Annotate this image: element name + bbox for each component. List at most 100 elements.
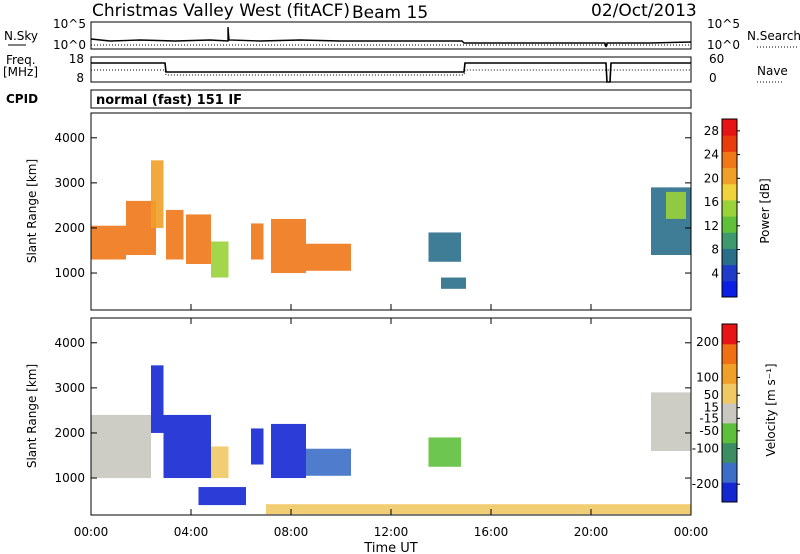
- colorbar-tick-label: 100: [696, 370, 719, 384]
- x-tick-label: 08:00: [274, 525, 309, 539]
- heatmap-cell: [166, 209, 184, 260]
- colorbar-tick-label: -200: [692, 477, 719, 491]
- freq-left-label-2: [MHz]: [3, 65, 38, 79]
- freq-right-tick-top: 60: [709, 52, 724, 66]
- colorbar-swatch: [722, 199, 737, 217]
- heatmap-cell: [91, 414, 151, 479]
- time-axis-label: Time UT: [363, 541, 417, 554]
- power-panel: Slant Range [km] 1000 2000 3000 4000 4 8 12 16…: [25, 112, 772, 311]
- heatmap-cell: [271, 218, 306, 274]
- noise-left-label: N.Sky: [4, 29, 38, 43]
- colorbar-tick-label: 16: [704, 195, 719, 209]
- freq-panel: Freq. [MHz] 18 8 60 0 Nave: [3, 52, 788, 85]
- heatmap-cell: [651, 392, 691, 451]
- heatmap-cell: [266, 504, 691, 515]
- colorbar-swatch: [722, 151, 737, 169]
- colorbar-swatch: [722, 482, 737, 503]
- cpid-label: CPID: [6, 92, 38, 106]
- x-tick-label: 00:00: [674, 525, 709, 539]
- power-colorbar-label: Power [dB]: [758, 178, 772, 243]
- heatmap-cell: [91, 225, 126, 260]
- y-tick-label: 2000: [54, 221, 85, 235]
- y-tick-label: 3000: [54, 176, 85, 190]
- power-colorbar: 4 8 12 16 20 24 28: [704, 118, 740, 298]
- colorbar-swatch: [722, 280, 737, 298]
- freq-left-tick-bottom: 8: [76, 71, 84, 85]
- y-tick-label: 4000: [54, 336, 85, 350]
- power-y-ticks: 1000 2000 3000 4000: [54, 131, 691, 280]
- colorbar-swatch: [722, 442, 737, 463]
- velocity-ylabel: Slant Range [km]: [25, 364, 39, 468]
- power-ylabel: Slant Range [km]: [25, 159, 39, 263]
- colorbar-frame: [721, 118, 738, 298]
- noise-right-tick-top: 10^5: [707, 17, 740, 31]
- freq-trace: [91, 62, 691, 83]
- colorbar-swatch: [722, 343, 737, 365]
- heatmap-cell: [441, 277, 466, 289]
- x-tick-label: 00:00: [74, 525, 109, 539]
- colorbar-tick-label: 28: [704, 124, 719, 138]
- heatmap-cell: [151, 365, 164, 433]
- colorbar-tick-label: 24: [704, 148, 719, 162]
- colorbar-tick-label: 15: [704, 401, 719, 415]
- freq-left-tick-top: 18: [69, 52, 84, 66]
- heatmap-cell: [271, 423, 306, 479]
- noise-panel-frame: [90, 21, 692, 50]
- heatmap-cell: [251, 428, 264, 465]
- colorbar-swatch: [722, 119, 737, 136]
- y-tick-label: 1000: [54, 266, 85, 280]
- heatmap-cell: [198, 487, 246, 506]
- y-tick-label: 3000: [54, 381, 85, 395]
- colorbar-tick-label: 4: [711, 266, 719, 280]
- noise-panel: N.Sky 10^5 10^0 10^5 10^0 N.Search: [4, 17, 800, 52]
- heatmap-cell: [211, 241, 229, 278]
- heatmap-cell: [251, 223, 264, 260]
- colorbar-tick-label: 200: [696, 335, 719, 349]
- station-title: Christmas Valley West (fitACF): [92, 1, 350, 21]
- colorbar-swatch: [722, 403, 737, 424]
- colorbar-swatch: [722, 462, 737, 483]
- noise-right-tick-bottom: 10^0: [707, 38, 740, 52]
- colorbar-swatch: [722, 264, 737, 282]
- colorbar-swatch: [722, 363, 737, 384]
- date-label: 02/Oct/2013: [591, 1, 697, 21]
- heatmap-cell: [211, 446, 229, 479]
- x-tick-label: 04:00: [174, 525, 209, 539]
- colorbar-swatch: [722, 324, 737, 345]
- heatmap-cell: [151, 160, 164, 228]
- colorbar-swatch: [722, 135, 737, 152]
- cpid-panel-frame: [90, 89, 692, 109]
- x-tick-label: 16:00: [474, 525, 509, 539]
- noise-left-tick-top: 10^5: [53, 17, 86, 31]
- colorbar-swatch: [722, 167, 737, 185]
- freq-left-label-1: Freq.: [6, 53, 36, 67]
- y-tick-label: 4000: [54, 131, 85, 145]
- time-axis: 00:00 04:00 08:00 12:00 16:00 20:00 00:00: [74, 304, 709, 539]
- heatmap-cell: [186, 214, 211, 265]
- velocity-colorbar-label: Velocity [m s⁻¹]: [764, 363, 778, 456]
- cpid-value: normal (fast) 151 IF: [96, 93, 242, 108]
- cpid-panel: CPID normal (fast) 151 IF: [6, 89, 692, 109]
- colorbar-swatch: [722, 232, 737, 249]
- colorbar-swatch: [722, 248, 737, 266]
- heatmap-cell: [428, 437, 461, 467]
- heatmap-cell: [306, 448, 351, 476]
- x-tick-label: 20:00: [574, 525, 609, 539]
- x-tick-label: 12:00: [374, 525, 409, 539]
- colorbar-frame: [721, 323, 738, 503]
- freq-right-tick-bottom: 0: [709, 71, 717, 85]
- power-data-layer: [91, 160, 691, 289]
- noise-right-label: N.Search: [747, 29, 800, 43]
- colorbar-swatch: [722, 216, 737, 233]
- freq-panel-frame: [90, 56, 692, 83]
- colorbar-swatch: [722, 383, 737, 404]
- y-tick-label: 1000: [54, 471, 85, 485]
- velocity-panel: Slant Range [km] 1000 2000 3000 4000 200 100…: [25, 317, 778, 516]
- colorbar-swatch: [722, 422, 737, 444]
- colorbar-tick-label: -15: [699, 411, 719, 425]
- freq-right-label: Nave: [757, 64, 788, 78]
- colorbar-tick-label: 50: [704, 388, 719, 402]
- nave-trace: [91, 69, 691, 76]
